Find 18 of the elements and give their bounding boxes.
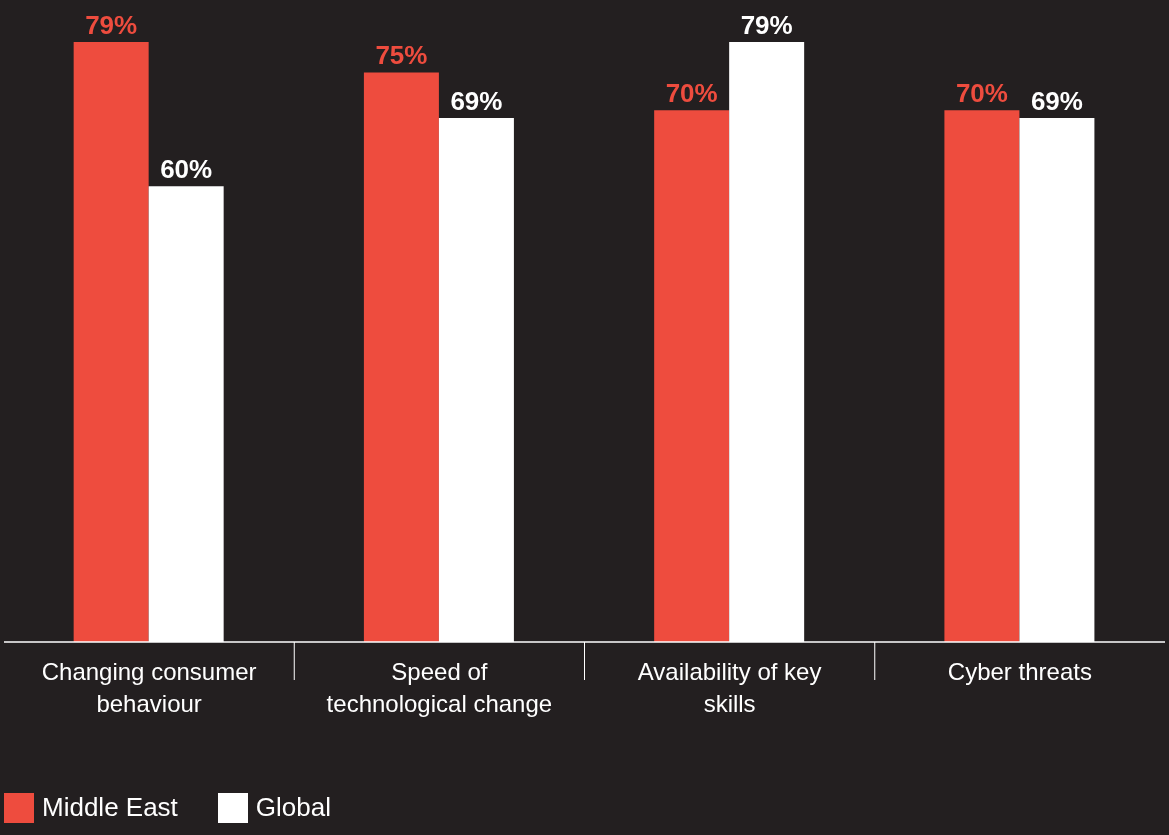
data-label: 60% xyxy=(160,154,213,185)
legend-label: Global xyxy=(255,792,331,823)
bar xyxy=(73,42,149,642)
bar xyxy=(944,110,1020,642)
bar xyxy=(363,72,439,642)
data-label: 69% xyxy=(450,85,503,116)
data-label: 79% xyxy=(85,10,138,40)
legend-label: Middle East xyxy=(42,792,178,823)
data-label: 79% xyxy=(740,10,793,40)
x-tick-label: Availability of key skills xyxy=(637,658,822,717)
x-tick-label: Speed of technological change xyxy=(326,658,553,717)
x-tick-label: Changing consumer behaviour xyxy=(41,658,257,717)
data-label: 70% xyxy=(955,78,1008,109)
x-tick-label: Cyber threats xyxy=(947,658,1092,685)
data-label: 69% xyxy=(1030,85,1083,116)
data-label: 70% xyxy=(665,78,718,109)
data-label: 75% xyxy=(375,40,428,71)
bar xyxy=(654,110,730,642)
